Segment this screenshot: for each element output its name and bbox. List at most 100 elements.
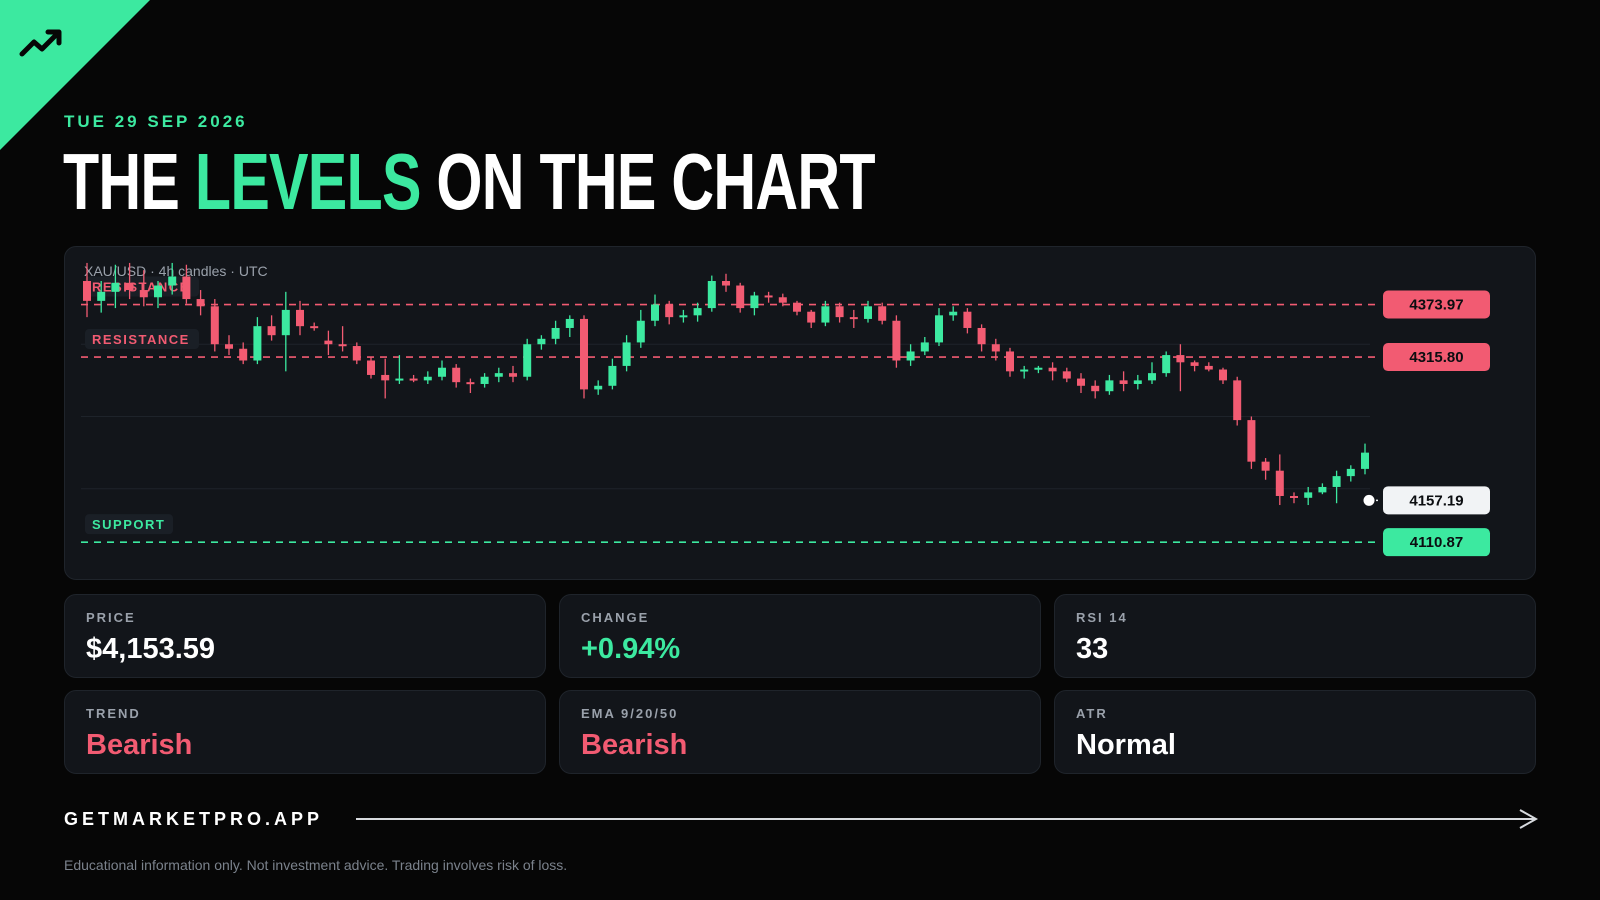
candle-body-12 bbox=[253, 326, 262, 361]
candle-body-87 bbox=[1318, 486, 1327, 493]
candle-body-78 bbox=[1190, 362, 1199, 366]
current-price-dot bbox=[1363, 494, 1375, 506]
resistance-price-box-1 bbox=[1383, 343, 1490, 372]
candle-body-29 bbox=[494, 373, 503, 377]
candle-body-59 bbox=[920, 342, 929, 352]
candle-body-88 bbox=[1332, 476, 1341, 487]
candle-body-24 bbox=[423, 376, 432, 381]
rsi-card: RSI 14 33 bbox=[1054, 594, 1536, 678]
support-tag-bg-2 bbox=[85, 514, 173, 535]
price-label: PRICE bbox=[86, 610, 136, 625]
candle-body-90 bbox=[1361, 452, 1369, 469]
candle-body-60 bbox=[935, 315, 943, 343]
candle-body-32 bbox=[537, 338, 546, 345]
candlestick-chart: RESISTANCE4373.97RESISTANCE4315.80SUPPOR… bbox=[81, 262, 1490, 557]
current-price-box bbox=[1383, 486, 1490, 515]
candle-body-41 bbox=[665, 304, 674, 318]
candle-body-34 bbox=[565, 318, 574, 328]
candle-body-23 bbox=[409, 378, 418, 381]
candle-body-83 bbox=[1261, 461, 1270, 471]
candle-body-55 bbox=[864, 306, 872, 319]
site-link[interactable]: GETMARKETPRO.APP bbox=[64, 809, 324, 829]
candle-body-72 bbox=[1105, 380, 1114, 392]
corner-accent bbox=[0, 0, 150, 150]
candle-body-27 bbox=[466, 382, 475, 385]
candle-body-86 bbox=[1304, 492, 1313, 498]
ema-value: Bearish bbox=[581, 729, 688, 761]
candle-body-82 bbox=[1247, 420, 1256, 462]
ema-label: EMA 9/20/50 bbox=[581, 706, 679, 721]
candle-body-61 bbox=[949, 311, 958, 316]
candle-body-58 bbox=[906, 351, 915, 361]
chart-panel: XAU/USD · 4h candles · UTC RESISTANCE 437… bbox=[64, 246, 1536, 580]
candle-body-7 bbox=[182, 276, 191, 300]
candle-body-84 bbox=[1275, 470, 1284, 496]
candle-body-9 bbox=[210, 306, 219, 345]
resistance-tag-label-1: RESISTANCE bbox=[92, 332, 190, 347]
candle-body-45 bbox=[722, 281, 730, 286]
candle-body-54 bbox=[849, 317, 858, 320]
candle-body-8 bbox=[196, 299, 205, 307]
support-price-box-2 bbox=[1383, 528, 1490, 557]
candle-body-15 bbox=[296, 309, 304, 327]
candle-body-85 bbox=[1290, 495, 1298, 498]
candle-body-70 bbox=[1077, 378, 1085, 386]
ema-card: EMA 9/20/50 Bearish bbox=[559, 690, 1041, 774]
candle-body-17 bbox=[324, 340, 333, 345]
resistance-tag-bg-1 bbox=[85, 329, 199, 350]
candle-body-37 bbox=[608, 365, 617, 386]
change-card: CHANGE +0.94% bbox=[559, 594, 1041, 678]
candle-body-28 bbox=[480, 376, 489, 384]
candle-body-74 bbox=[1133, 380, 1142, 384]
candle-body-71 bbox=[1091, 385, 1100, 392]
atr-label: ATR bbox=[1076, 706, 1108, 721]
title-part2: ON THE CHART bbox=[420, 137, 875, 226]
current-price-label: 4157.19 bbox=[1409, 492, 1463, 509]
candle-body-77 bbox=[1176, 355, 1185, 363]
resistance-price-box-0 bbox=[1383, 290, 1490, 319]
atr-card: ATR Normal bbox=[1054, 690, 1536, 774]
candle-body-42 bbox=[679, 315, 688, 318]
candle-body-51 bbox=[807, 311, 816, 323]
candle-body-20 bbox=[367, 360, 375, 375]
candle-body-16 bbox=[310, 326, 319, 329]
candle-body-56 bbox=[878, 306, 887, 321]
candle-body-31 bbox=[523, 344, 532, 377]
arrow-right-icon bbox=[356, 809, 1539, 829]
candle-body-53 bbox=[835, 306, 844, 318]
candle-body-63 bbox=[977, 327, 986, 345]
support-price-label-2: 4110.87 bbox=[1410, 534, 1463, 551]
candle-body-44 bbox=[707, 281, 716, 309]
candle-body-62 bbox=[963, 311, 972, 328]
candle-body-43 bbox=[693, 308, 702, 316]
candle-body-64 bbox=[991, 344, 1000, 352]
change-label: CHANGE bbox=[581, 610, 650, 625]
price-card: PRICE $4,153.59 bbox=[64, 594, 546, 678]
candle-body-26 bbox=[452, 367, 461, 383]
candle-body-14 bbox=[281, 309, 290, 336]
trend-value: Bearish bbox=[86, 729, 193, 761]
candle-body-35 bbox=[580, 318, 588, 390]
candle-body-89 bbox=[1346, 468, 1355, 477]
candle-body-65 bbox=[1006, 351, 1014, 372]
resistance-price-label-0: 4373.97 bbox=[1409, 297, 1463, 314]
disclaimer: Educational information only. Not invest… bbox=[64, 857, 568, 873]
candle-body-47 bbox=[750, 295, 759, 309]
date-label: TUE 29 SEP 2026 bbox=[64, 112, 248, 131]
candle-body-10 bbox=[225, 344, 233, 349]
trending-up-icon bbox=[19, 29, 62, 57]
atr-value: Normal bbox=[1076, 729, 1176, 761]
candle-body-3 bbox=[125, 282, 134, 291]
change-value: +0.94% bbox=[581, 633, 681, 665]
candle-body-79 bbox=[1204, 365, 1213, 370]
candle-body-5 bbox=[154, 285, 162, 298]
candle-body-33 bbox=[551, 327, 560, 339]
candle-body-18 bbox=[338, 344, 347, 347]
candle-body-25 bbox=[438, 367, 446, 377]
candle-body-22 bbox=[395, 378, 404, 381]
candle-body-73 bbox=[1119, 380, 1128, 384]
candle-body-21 bbox=[381, 374, 390, 381]
candle-body-76 bbox=[1162, 355, 1171, 374]
candle-body-67 bbox=[1034, 367, 1043, 370]
candle-body-1 bbox=[97, 291, 106, 301]
